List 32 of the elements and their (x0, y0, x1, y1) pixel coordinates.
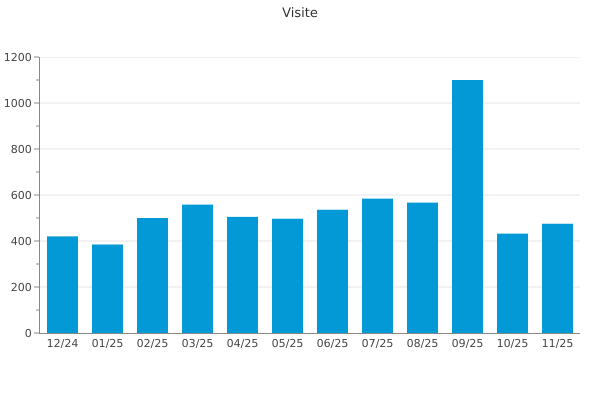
x-tick-label: 03/25 (182, 337, 214, 350)
y-tick-label: 400 (10, 234, 32, 248)
x-tick-label: 04/25 (226, 337, 258, 350)
x-tick-label: 02/25 (136, 337, 168, 350)
bar (452, 80, 484, 333)
x-tick-label: 01/25 (92, 337, 124, 350)
x-tick-label: 09/25 (452, 337, 484, 350)
bar (316, 210, 348, 333)
bar (362, 198, 394, 333)
x-tick-label: 07/25 (362, 337, 394, 350)
bar (92, 244, 124, 333)
bar (182, 204, 214, 333)
bar (46, 236, 78, 333)
bar (496, 234, 528, 333)
bar (272, 218, 304, 333)
x-tick-label: 06/25 (316, 337, 348, 350)
bar (136, 218, 168, 333)
bar (226, 216, 258, 333)
y-tick-label: 600 (10, 188, 32, 202)
chart-title: Visite (282, 6, 318, 22)
y-tick-label: 0 (24, 326, 32, 340)
x-tick-label: 08/25 (406, 337, 438, 350)
x-tick-label: 10/25 (496, 337, 528, 350)
bar (406, 202, 438, 333)
y-tick-label: 1200 (4, 50, 32, 64)
x-tick-label: 05/25 (272, 337, 304, 350)
x-tick-label: 12/24 (46, 337, 78, 350)
bar (542, 224, 574, 333)
y-tick-label: 200 (10, 280, 32, 294)
x-tick-label: 11/25 (542, 337, 574, 350)
y-tick-label: 800 (10, 142, 32, 156)
y-tick-label: 1000 (4, 96, 32, 110)
